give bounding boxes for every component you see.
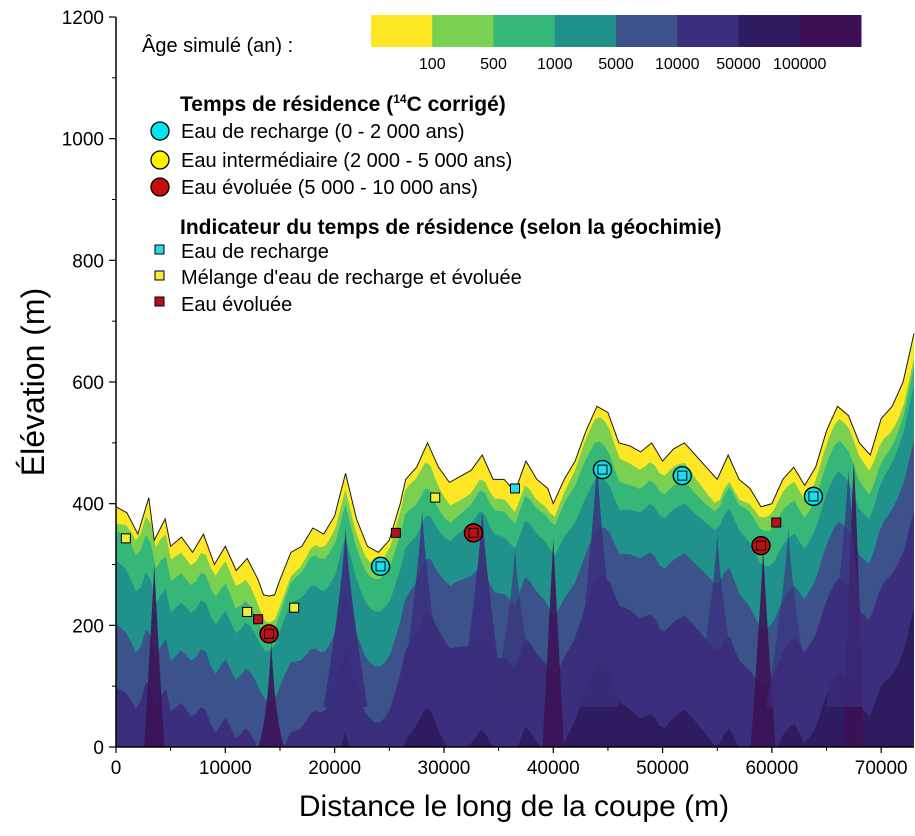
legend-item-evoluee-geo: Eau évoluée xyxy=(181,294,292,316)
discharge-plume-1 xyxy=(144,564,165,747)
recharge-finger-2 xyxy=(400,509,445,707)
x-tick-label: 60000 xyxy=(745,758,798,779)
recharge-finger-6 xyxy=(695,534,740,707)
recharge-finger-5 xyxy=(574,461,619,707)
geo-point-1-4 xyxy=(430,492,441,503)
geo-point-0-2 xyxy=(510,483,520,494)
x-tick-label: 50000 xyxy=(636,758,689,779)
colorbar-swatch-6 xyxy=(677,15,739,47)
colorbar-swatch-1 xyxy=(371,15,433,47)
legend-item-evoluee-c14: Eau évoluée (5 000 - 10 000 ans) xyxy=(181,177,478,199)
geo-point-0-1 xyxy=(375,561,386,572)
recharge-finger-3 xyxy=(460,509,505,707)
recharge-finger-4 xyxy=(493,546,537,707)
recharge-finger-7 xyxy=(766,528,811,707)
legend-marker-recharge-geo xyxy=(154,244,165,255)
legend-marker-recharge-c14 xyxy=(150,121,170,141)
discharge-plume-3 xyxy=(542,538,564,747)
geo-point-0-5 xyxy=(808,491,819,502)
surface-line xyxy=(115,333,915,597)
geo-point-2-4 xyxy=(468,527,479,538)
legend-marker-evoluee-geo xyxy=(154,296,165,307)
x-axis-label: Distance le long de la coupe (m) xyxy=(299,790,729,823)
y-tick-label: 1000 xyxy=(62,130,104,151)
colorbar-swatch-8 xyxy=(799,15,862,47)
discharge-plume-2 xyxy=(258,641,285,747)
geo-point-2-2 xyxy=(264,628,275,639)
legend-title-geo: Indicateur du temps de résidence (selon … xyxy=(180,216,721,239)
geo-point-2-3 xyxy=(390,527,401,538)
x-tick-label: 0 xyxy=(111,758,122,779)
legend-item-recharge-c14: Eau de recharge (0 - 2 000 ans) xyxy=(181,121,465,143)
geo-point-2-6 xyxy=(771,517,782,528)
axes: 0 10000 20000 30000 40000 50000 60000 70000 0 200… xyxy=(62,8,914,779)
y-tick-label: 800 xyxy=(72,251,104,272)
y-tick-label: 1200 xyxy=(62,8,104,29)
colorbar-tick-label: 500 xyxy=(480,56,507,73)
colorbar-tick-labels: 100 500 1000 5000 10000 50000 100000 xyxy=(419,56,827,73)
legend-marker-intermediaire-c14 xyxy=(150,150,170,170)
y-tick-label: 0 xyxy=(93,738,104,759)
y-tick-label: 400 xyxy=(72,495,104,516)
legend-item-intermediaire-c14: Eau intermédiaire (2 000 - 5 000 ans) xyxy=(181,150,512,172)
y-tick-label: 200 xyxy=(72,616,104,637)
colorbar: Âge simulé (an) : 100 500 1000 5000 10000 500… xyxy=(142,15,862,73)
geo-point-2-5 xyxy=(755,540,766,551)
colorbar-swatches xyxy=(371,15,862,47)
legend-marker-melange-geo xyxy=(154,270,165,281)
colorbar-tick-label: 100000 xyxy=(773,56,826,73)
markers xyxy=(120,459,824,644)
geo-point-0-3 xyxy=(597,464,608,475)
colorbar-tick-label: 1000 xyxy=(537,56,573,73)
colorbar-swatch-2 xyxy=(432,15,494,47)
x-tick-label: 70000 xyxy=(855,758,908,779)
colorbar-tick-label: 50000 xyxy=(716,56,761,73)
x-tick-label: 10000 xyxy=(199,758,252,779)
legend-title-c14: Temps de résidence (14C corrigé) xyxy=(180,92,506,116)
colorbar-label: Âge simulé (an) : xyxy=(142,34,293,57)
colorbar-swatch-3 xyxy=(493,15,556,47)
colorbar-tick-label: 5000 xyxy=(598,56,634,73)
x-tick-label: 20000 xyxy=(308,758,361,779)
legend-marker-evoluee-c14 xyxy=(150,177,170,197)
legend-item-recharge-geo: Eau de recharge xyxy=(181,241,329,263)
x-tick-label: 30000 xyxy=(418,758,471,779)
legend: Temps de résidence (14C corrigé) Eau de … xyxy=(150,92,721,316)
legend-item-melange-geo: Mélange d'eau de recharge et évoluée xyxy=(181,267,522,289)
colorbar-tick-label: 100 xyxy=(419,56,446,73)
geo-point-1-3 xyxy=(289,602,300,613)
geo-point-1-1 xyxy=(120,533,131,544)
recharge-finger-1 xyxy=(323,528,368,707)
recharge-finger-8 xyxy=(826,470,871,707)
geo-point-2-1 xyxy=(253,614,264,625)
x-tick-label: 40000 xyxy=(527,758,580,779)
colorbar-swatch-5 xyxy=(616,15,678,47)
y-tick-label: 600 xyxy=(72,373,104,394)
geo-point-1-2 xyxy=(242,606,253,617)
y-axis-label: Élévation (m) xyxy=(15,288,51,477)
colorbar-tick-label: 10000 xyxy=(655,56,700,73)
colorbar-swatch-7 xyxy=(738,15,801,47)
geo-point-0-4 xyxy=(677,470,688,481)
colorbar-swatch-4 xyxy=(554,15,617,47)
